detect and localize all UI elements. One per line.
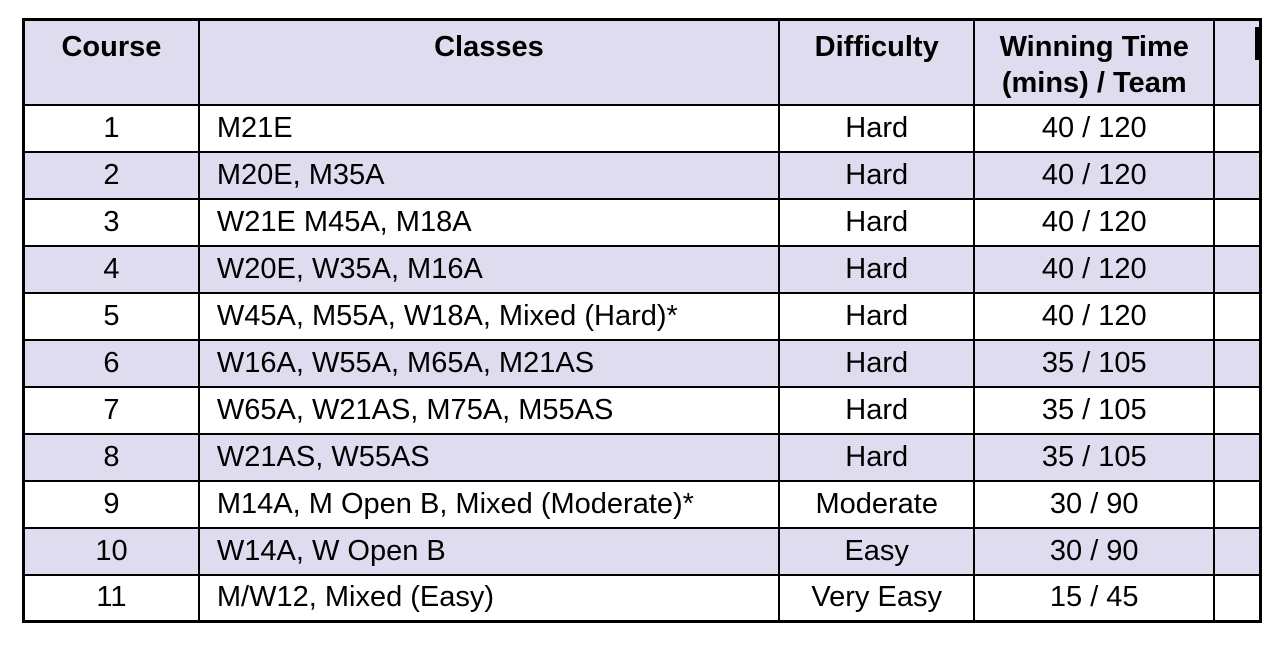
time-cell: 15 / 45: [973, 573, 1215, 623]
time-cell: 35 / 105: [973, 432, 1215, 482]
table-row: 4 W20E, W35A, M16A Hard 40 / 120: [22, 244, 1262, 294]
course-cell: 7: [22, 385, 200, 435]
time-cell: 30 / 90: [973, 526, 1215, 576]
table-row: 8 W21AS, W55AS Hard 35 / 105: [22, 432, 1262, 482]
classes-cell: W21E M45A, M18A: [197, 197, 780, 247]
clipped-header-letter-fragment: [1255, 27, 1260, 60]
classes-cell: M21E: [197, 103, 780, 153]
difficulty-cell: Hard: [777, 103, 976, 153]
clipped-cell: [1213, 197, 1262, 247]
time-cell: 40 / 120: [973, 103, 1215, 153]
table-row: 5 W45A, M55A, W18A, Mixed (Hard)* Hard 4…: [22, 291, 1262, 341]
difficulty-cell: Moderate: [777, 479, 976, 529]
col-header-clipped: [1213, 18, 1262, 106]
table-row: 11 M/W12, Mixed (Easy) Very Easy 15 / 45: [22, 573, 1262, 623]
time-cell: 40 / 120: [973, 150, 1215, 200]
clipped-cell: [1213, 526, 1262, 576]
difficulty-cell: Very Easy: [777, 573, 976, 623]
clipped-cell: [1213, 150, 1262, 200]
clipped-cell: [1213, 291, 1262, 341]
clipped-cell: [1213, 338, 1262, 388]
difficulty-cell: Hard: [777, 338, 976, 388]
classes-cell: M20E, M35A: [197, 150, 780, 200]
time-cell: 40 / 120: [973, 291, 1215, 341]
table-body: 1 M21E Hard 40 / 120 2 M20E, M35A Hard 4…: [22, 103, 1262, 623]
classes-cell: W45A, M55A, W18A, Mixed (Hard)*: [197, 291, 780, 341]
table-row: 6 W16A, W55A, M65A, M21AS Hard 35 / 105: [22, 338, 1262, 388]
course-cell: 2: [22, 150, 200, 200]
col-header-classes: Classes: [197, 18, 780, 106]
difficulty-cell: Hard: [777, 150, 976, 200]
classes-cell: W16A, W55A, M65A, M21AS: [197, 338, 780, 388]
table-row: 2 M20E, M35A Hard 40 / 120: [22, 150, 1262, 200]
difficulty-cell: Hard: [777, 385, 976, 435]
difficulty-cell: Hard: [777, 244, 976, 294]
difficulty-cell: Hard: [777, 432, 976, 482]
classes-cell: W21AS, W55AS: [197, 432, 780, 482]
classes-cell: W20E, W35A, M16A: [197, 244, 780, 294]
classes-cell: W65A, W21AS, M75A, M55AS: [197, 385, 780, 435]
classes-cell: M/W12, Mixed (Easy): [197, 573, 780, 623]
clipped-cell: [1213, 385, 1262, 435]
course-cell: 9: [22, 479, 200, 529]
time-cell: 30 / 90: [973, 479, 1215, 529]
clipped-cell: [1213, 573, 1262, 623]
time-cell: 35 / 105: [973, 338, 1215, 388]
col-header-course: Course: [22, 18, 200, 106]
difficulty-cell: Hard: [777, 197, 976, 247]
course-cell: 6: [22, 338, 200, 388]
table-row: 3 W21E M45A, M18A Hard 40 / 120: [22, 197, 1262, 247]
classes-cell: M14A, M Open B, Mixed (Moderate)*: [197, 479, 780, 529]
course-cell: 8: [22, 432, 200, 482]
course-cell: 5: [22, 291, 200, 341]
table-row: 10 W14A, W Open B Easy 30 / 90: [22, 526, 1262, 576]
course-cell: 4: [22, 244, 200, 294]
clipped-cell: [1213, 479, 1262, 529]
classes-cell: W14A, W Open B: [197, 526, 780, 576]
col-header-difficulty: Difficulty: [777, 18, 976, 106]
col-header-winning-time: Winning Time (mins) / Team: [973, 18, 1215, 106]
time-cell: 35 / 105: [973, 385, 1215, 435]
table-row: 1 M21E Hard 40 / 120: [22, 103, 1262, 153]
difficulty-cell: Hard: [777, 291, 976, 341]
time-cell: 40 / 120: [973, 197, 1215, 247]
time-cell: 40 / 120: [973, 244, 1215, 294]
table-row: 7 W65A, W21AS, M75A, M55AS Hard 35 / 105: [22, 385, 1262, 435]
difficulty-cell: Easy: [777, 526, 976, 576]
course-cell: 1: [22, 103, 200, 153]
course-cell: 3: [22, 197, 200, 247]
clipped-cell: [1213, 103, 1262, 153]
course-cell: 11: [22, 573, 200, 623]
course-table: Course Classes Difficulty Winning Time (…: [22, 18, 1262, 623]
clipped-cell: [1213, 432, 1262, 482]
table-row: 9 M14A, M Open B, Mixed (Moderate)* Mode…: [22, 479, 1262, 529]
header-row: Course Classes Difficulty Winning Time (…: [22, 18, 1262, 106]
clipped-cell: [1213, 244, 1262, 294]
course-cell: 10: [22, 526, 200, 576]
